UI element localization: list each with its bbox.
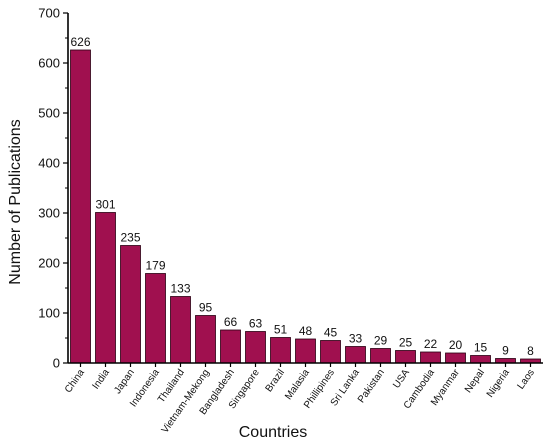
bar-value-label: 626 <box>70 35 90 49</box>
x-tick-label: Nigeria <box>485 367 512 400</box>
y-tick-label: 400 <box>38 156 60 171</box>
bar-singapore <box>245 331 266 364</box>
bar-value-label: 48 <box>299 324 313 338</box>
bar-value-label: 235 <box>120 231 140 245</box>
bar-value-label: 9 <box>502 344 509 358</box>
bar-indonesia <box>145 273 166 364</box>
bar-bangladesh <box>220 329 241 364</box>
bar-value-label: 20 <box>449 338 463 352</box>
bar-cambodia <box>420 351 441 364</box>
y-tick-label: 0 <box>53 356 60 371</box>
bar-thailand <box>170 296 191 364</box>
bar-india <box>95 212 116 364</box>
bar-value-label: 25 <box>399 336 413 350</box>
bar-value-label: 15 <box>474 341 488 355</box>
bar-value-label: 66 <box>224 315 238 329</box>
bar-pakistan <box>370 348 391 364</box>
bar-sri-lanka <box>345 346 366 364</box>
x-tick-label: India <box>91 367 113 391</box>
bar-value-label: 33 <box>349 332 363 346</box>
y-tick-label: 300 <box>38 206 60 221</box>
y-tick-label: 600 <box>38 56 60 71</box>
bar-value-label: 95 <box>199 301 213 315</box>
bar-value-label: 51 <box>274 323 288 337</box>
bar-nepal <box>470 355 491 364</box>
bar-value-label: 22 <box>424 337 438 351</box>
bar-value-label: 29 <box>374 334 388 348</box>
x-tick-label: China <box>63 367 87 395</box>
bar-value-label: 179 <box>145 259 165 273</box>
x-tick-label: Brazil <box>264 367 287 394</box>
bar-value-label: 133 <box>170 282 190 296</box>
bar-vietnam-mekong <box>195 315 216 364</box>
x-tick-label: Japan <box>112 367 137 396</box>
bar-usa <box>395 350 416 364</box>
bars-layer <box>70 49 541 364</box>
bar-value-label: 45 <box>324 326 338 340</box>
bar-phillipines <box>320 340 341 364</box>
x-axis-title: Countries <box>239 424 307 441</box>
bar-value-label: 8 <box>527 344 534 358</box>
x-tick-label: USA <box>391 367 412 390</box>
bar-china <box>70 49 91 364</box>
bar-brazil <box>270 337 291 364</box>
bar-value-label: 301 <box>95 198 115 212</box>
x-tick-label: Laos <box>516 367 537 391</box>
y-tick-label: 200 <box>38 256 60 271</box>
bar-japan <box>120 245 141 364</box>
x-tick-label: Nepal <box>463 367 487 395</box>
bar-malasia <box>295 338 316 364</box>
y-tick-label: 700 <box>38 6 60 21</box>
y-tick-label: 100 <box>38 306 60 321</box>
bar-value-label: 63 <box>249 317 263 331</box>
bar-myanmar <box>445 352 466 364</box>
y-axis-title: Number of Publications <box>7 119 24 284</box>
y-tick-label: 500 <box>38 106 60 121</box>
